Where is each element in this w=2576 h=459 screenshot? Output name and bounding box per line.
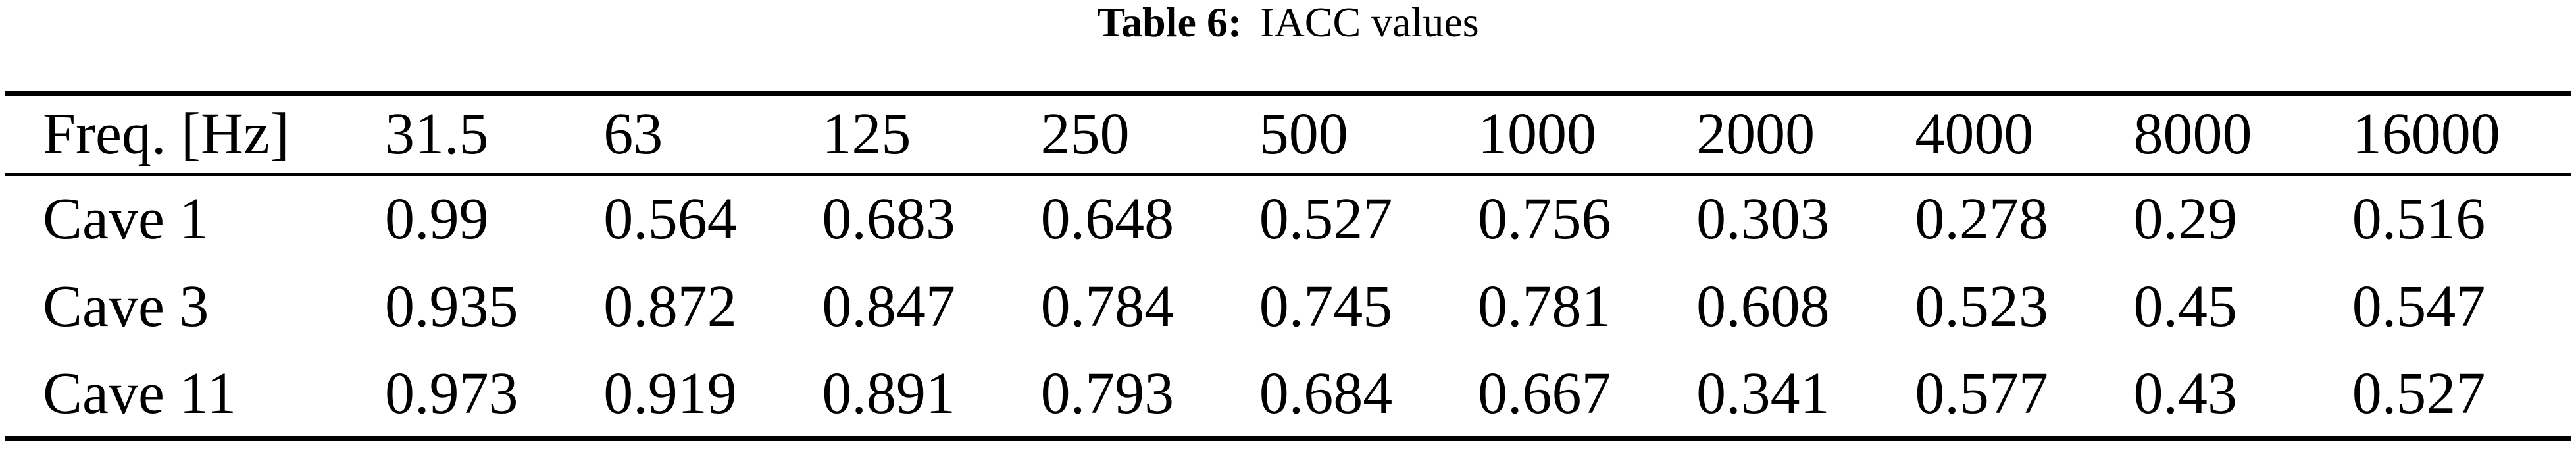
table-cell: 0.683 [822,186,955,252]
col-header-freq: Freq. [Hz] [5,94,385,176]
table-cell: 0.527 [2352,360,2486,426]
table-cell: 0.919 [603,360,737,426]
col-header: 250 [1040,94,1259,176]
table-cell: 0.577 [1915,360,2048,426]
table-cell: 0.935 [385,273,518,339]
table-cell: 0.45 [2133,273,2238,339]
col-header: 125 [822,94,1041,176]
row-label: Cave 3 [43,273,209,339]
table-header-row: Freq. [Hz] 31.5 63 125 250 500 1000 2000… [5,94,2571,176]
iacc-table: Freq. [Hz] 31.5 63 125 250 500 1000 2000… [5,91,2571,441]
table-cell: 0.547 [2352,273,2486,339]
table-cell: 0.891 [822,360,955,426]
table-caption-title: IACC values [1260,0,1479,45]
table-cell: 0.973 [385,360,518,426]
table-caption: Table 6: IACC values [0,0,2576,43]
table-caption-label: Table 6: [1097,0,1242,45]
table-cell: 0.745 [1259,273,1393,339]
table-cell: 0.756 [1477,186,1611,252]
table-cell: 0.872 [603,273,737,339]
table-cell: 0.684 [1259,360,1393,426]
col-header: 16000 [2352,94,2571,176]
table-cell: 0.527 [1259,186,1393,252]
col-header: 1000 [1477,94,1697,176]
table-row: Cave 11 0.973 0.919 0.891 0.793 0.684 0.… [5,350,2571,439]
col-header: 31.5 [385,94,604,176]
row-label: Cave 1 [43,186,209,252]
col-header: 500 [1259,94,1478,176]
table-cell: 0.523 [1915,273,2048,339]
table-cell: 0.99 [385,186,489,252]
col-header: 2000 [1696,94,1915,176]
col-header: 4000 [1915,94,2134,176]
table-cell: 0.784 [1040,273,1174,339]
col-header: 63 [603,94,822,176]
table-cell: 0.564 [603,186,737,252]
table-cell: 0.29 [2133,186,2238,252]
table-cell: 0.608 [1696,273,1830,339]
table-cell: 0.793 [1040,360,1174,426]
table-row: Cave 1 0.99 0.564 0.683 0.648 0.527 0.75… [5,174,2571,262]
table-cell: 0.781 [1477,273,1611,339]
table-cell: 0.341 [1696,360,1830,426]
table-cell: 0.847 [822,273,955,339]
row-label: Cave 11 [43,360,237,426]
table-cell: 0.43 [2133,360,2238,426]
table-cell: 0.667 [1477,360,1611,426]
table-cell: 0.278 [1915,186,2048,252]
table-cell: 0.516 [2352,186,2486,252]
table-row: Cave 3 0.935 0.872 0.847 0.784 0.745 0.7… [5,262,2571,350]
col-header: 8000 [2133,94,2352,176]
table-cell: 0.648 [1040,186,1174,252]
table-cell: 0.303 [1696,186,1830,252]
